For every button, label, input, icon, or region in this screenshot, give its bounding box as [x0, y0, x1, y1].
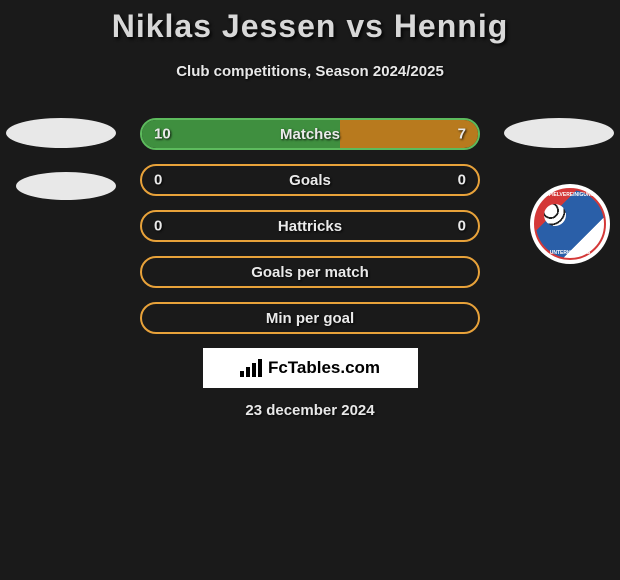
stat-label: Min per goal [266, 310, 354, 327]
title-player1: Niklas Jessen [112, 8, 337, 44]
player2-avatar-placeholder [504, 118, 614, 148]
badge-text-top: SPIELVEREINIGUNG [536, 192, 604, 198]
stat-row: Goals per match [140, 256, 480, 288]
football-icon [544, 204, 566, 226]
page-title: Niklas Jessen vs Hennig [0, 8, 620, 45]
player1-avatar-placeholder [6, 118, 116, 148]
stat-value-right: 0 [458, 218, 466, 235]
subtitle: Club competitions, Season 2024/2025 [0, 63, 620, 80]
stat-value-left: 0 [154, 218, 162, 235]
stat-label: Matches [280, 126, 340, 143]
stat-label: Goals [289, 172, 331, 189]
player2-club-badge: SPIELVEREINIGUNG UNTERHACHING [530, 184, 610, 264]
stat-value-right: 0 [458, 172, 466, 189]
stat-row: 10 7 Matches [140, 118, 480, 150]
badge-text-bottom: UNTERHACHING [536, 250, 604, 256]
title-player2: Hennig [394, 8, 508, 44]
stats-area: SPIELVEREINIGUNG UNTERHACHING 10 7 Matches… [0, 118, 620, 334]
stat-label: Goals per match [251, 264, 369, 281]
stat-value-right: 7 [458, 126, 466, 143]
stat-row: Min per goal [140, 302, 480, 334]
bar-chart-icon [240, 359, 262, 377]
club-crest-icon: SPIELVEREINIGUNG UNTERHACHING [534, 188, 606, 260]
comparison-widget: Niklas Jessen vs Hennig Club competition… [0, 0, 620, 419]
stat-row: 0 0 Hattricks [140, 210, 480, 242]
stat-value-left: 10 [154, 126, 171, 143]
title-vs: vs [346, 8, 384, 44]
date-line: 23 december 2024 [0, 402, 620, 419]
stat-label: Hattricks [278, 218, 342, 235]
player1-club-placeholder [16, 172, 116, 200]
watermark[interactable]: FcTables.com [203, 348, 418, 388]
stat-row: 0 0 Goals [140, 164, 480, 196]
watermark-text: FcTables.com [268, 358, 380, 378]
stat-value-left: 0 [154, 172, 162, 189]
stat-rows: 10 7 Matches 0 0 Goals 0 0 Hattricks Goals per ma… [140, 118, 480, 334]
